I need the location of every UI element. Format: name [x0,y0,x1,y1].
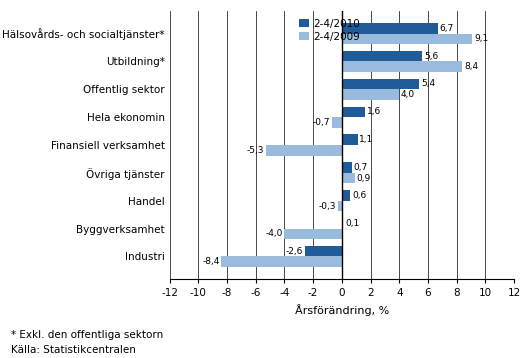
Text: -5,3: -5,3 [246,146,264,155]
X-axis label: Årsförändring, %: Årsförändring, % [295,304,389,316]
Bar [338,201,342,211]
Bar [342,162,352,173]
Text: 1,6: 1,6 [367,107,381,116]
Text: 0,6: 0,6 [352,191,366,200]
Text: Källa: Statistikcentralen: Källa: Statistikcentralen [11,345,136,355]
Bar [342,134,358,145]
Bar [342,51,422,62]
Text: * Exkl. den offentliga sektorn: * Exkl. den offentliga sektorn [11,330,163,340]
Bar [342,62,462,72]
Text: 0,1: 0,1 [345,219,359,228]
Bar [332,117,342,128]
Text: -8,4: -8,4 [202,257,219,266]
Text: -0,3: -0,3 [319,202,336,211]
Bar [342,107,365,117]
Text: 8,4: 8,4 [464,62,478,71]
Bar [342,34,472,44]
Text: 4,0: 4,0 [401,90,415,99]
Text: -4,0: -4,0 [266,229,282,238]
Bar [342,190,350,201]
Bar [342,89,399,100]
Bar [222,256,342,267]
Text: 5,6: 5,6 [424,52,438,61]
Legend: 2-4/2010, 2-4/2009: 2-4/2010, 2-4/2009 [299,19,360,42]
Bar [266,145,342,156]
Text: 0,9: 0,9 [357,174,371,183]
Bar [342,79,419,89]
Bar [342,173,355,183]
Text: 0,7: 0,7 [354,163,368,172]
Bar [342,218,343,228]
Text: -0,7: -0,7 [313,118,330,127]
Bar [285,228,342,239]
Text: 9,1: 9,1 [474,34,489,43]
Text: -2,6: -2,6 [286,247,303,256]
Text: 5,4: 5,4 [421,79,435,88]
Bar [305,246,342,256]
Text: 1,1: 1,1 [359,135,374,144]
Bar [342,23,438,34]
Text: 6,7: 6,7 [440,24,454,33]
